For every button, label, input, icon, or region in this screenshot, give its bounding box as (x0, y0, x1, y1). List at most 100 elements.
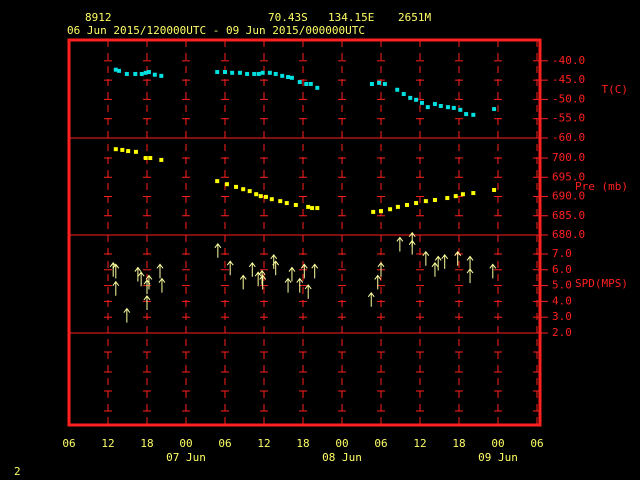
latitude: 70.43S (268, 11, 308, 24)
point (310, 206, 315, 211)
point (464, 112, 469, 117)
x-tick-label: 12 (413, 437, 426, 450)
y-axis-label: Pre (mb) (575, 180, 628, 193)
point (388, 207, 393, 212)
point (280, 73, 285, 78)
point (269, 197, 274, 202)
point (223, 70, 227, 75)
wind-arrow (454, 250, 462, 266)
point (247, 189, 252, 194)
point (405, 202, 409, 207)
x-tick-label: 12 (257, 437, 270, 450)
point (252, 71, 257, 76)
point (263, 194, 268, 199)
y-tick-label: -55.0 (552, 112, 585, 125)
wind-arrow (239, 274, 247, 290)
wind-arrow (466, 255, 474, 271)
point (245, 71, 250, 76)
point (143, 156, 148, 161)
wind-arrow (396, 236, 404, 252)
point (146, 70, 151, 75)
y-tick-label: -60.0 (552, 131, 585, 144)
wind-arrow (254, 271, 262, 287)
wind-arrow (408, 231, 416, 247)
point (408, 95, 413, 100)
wind-arrow (300, 263, 308, 279)
wind-arrow (156, 263, 164, 279)
point (120, 147, 125, 152)
point (377, 80, 382, 85)
point (133, 149, 138, 154)
x-tick-label: 00 (179, 437, 192, 450)
point (395, 204, 400, 209)
x-tick-label: 06 (62, 437, 75, 450)
day-label: 07 Jun (166, 451, 206, 464)
wind-arrow (304, 284, 312, 299)
x-tick-label: 06 (530, 437, 543, 450)
point (308, 81, 313, 86)
period: 06 Jun 2015/120000UTC - 09 Jun 2015/0000… (67, 24, 365, 37)
point (286, 75, 291, 80)
y-axis-label: SPD(MPS) (575, 277, 628, 290)
point (306, 204, 311, 209)
point (284, 201, 289, 206)
point (113, 147, 118, 152)
point (159, 157, 164, 162)
point (267, 70, 272, 75)
wind-arrow (112, 263, 120, 279)
wind-arrow (367, 291, 375, 307)
point (224, 182, 229, 187)
point (460, 192, 465, 197)
wind-arrow (145, 274, 153, 290)
x-tick-label: 00 (491, 437, 504, 450)
wind-arrow (214, 242, 222, 258)
point (315, 85, 320, 90)
y-tick-label: 2.0 (552, 326, 572, 339)
point (124, 71, 129, 76)
x-tick-label: 00 (335, 437, 348, 450)
wind-arrow (431, 261, 439, 277)
wind-arrow (489, 263, 497, 279)
y-tick-label: 700.0 (552, 151, 585, 164)
point (152, 72, 157, 77)
point (234, 184, 239, 189)
point (237, 70, 242, 75)
point (113, 67, 118, 72)
point (278, 199, 283, 204)
wind-arrow (296, 277, 304, 293)
wind-arrow (248, 261, 256, 277)
point (458, 107, 463, 112)
wind-arrow (288, 266, 296, 282)
frame (67, 38, 542, 427)
y-tick-label: 685.0 (552, 209, 585, 222)
point (297, 80, 302, 85)
wind-arrow (422, 250, 430, 266)
point (148, 156, 153, 161)
x-tick-label: 12 (101, 437, 114, 450)
point (159, 73, 164, 78)
point (304, 81, 309, 86)
point (379, 209, 383, 214)
wind-arrow (112, 280, 120, 296)
point (273, 71, 278, 76)
point (254, 192, 259, 197)
wind-arrow (434, 255, 442, 271)
point (423, 199, 428, 204)
wind-arrow (466, 268, 474, 284)
wind-arrow (270, 254, 278, 269)
point (143, 70, 148, 75)
wind-arrow (137, 271, 145, 287)
wind-arrow (258, 269, 266, 285)
longitude: 134.15E (328, 11, 374, 24)
point (289, 75, 294, 80)
y-tick-label: -50.0 (552, 92, 585, 105)
point (425, 105, 430, 110)
wind-arrow (377, 261, 385, 277)
wind-arrow (158, 277, 166, 293)
point (241, 187, 246, 192)
point (492, 187, 497, 192)
point (471, 112, 476, 117)
point (451, 105, 456, 110)
